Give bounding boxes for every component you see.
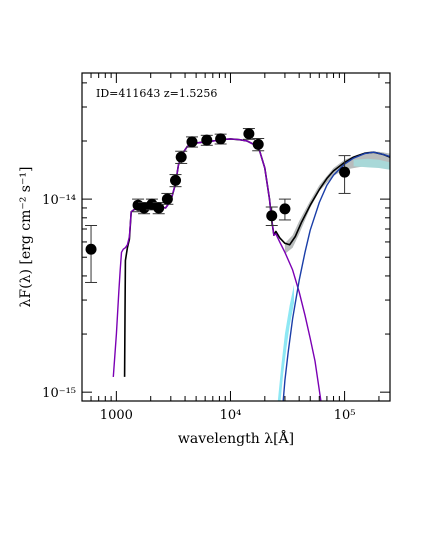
- data-point: [85, 243, 97, 255]
- data-point: [161, 193, 173, 205]
- data-point: [175, 151, 187, 163]
- model-curve-2: [112, 138, 322, 401]
- source-annotation: ID=411643 z=1.5256: [96, 87, 217, 100]
- y-axis-label: λF(λ) [erg cm⁻² s⁻¹]: [18, 167, 34, 308]
- data-point: [215, 133, 227, 145]
- photometry-point: [200, 134, 213, 146]
- data-point: [170, 174, 182, 186]
- photometry-point: [161, 192, 174, 205]
- photometry-point: [338, 155, 351, 194]
- model-curve-1: [123, 138, 390, 377]
- data-point: [339, 166, 351, 178]
- photometry-point: [169, 174, 182, 188]
- photometry-point: [242, 128, 255, 140]
- photometry-point: [185, 136, 198, 148]
- plot-frame: [81, 72, 391, 402]
- x-axis-label: wavelength λ[Å]: [178, 429, 294, 447]
- y-tick-label: 10⁻¹⁴: [42, 193, 76, 208]
- photometry-point: [152, 202, 165, 215]
- photometry-points: [85, 128, 351, 283]
- data-point: [279, 203, 291, 215]
- photometry-point: [175, 150, 188, 164]
- y-tick-label: 10⁻¹⁵: [42, 386, 76, 401]
- data-point: [252, 138, 264, 150]
- photometry-point: [265, 206, 278, 226]
- model-curve-3: [282, 151, 390, 401]
- x-tick-label: 10⁴: [220, 408, 242, 423]
- model-band-3: [353, 158, 390, 170]
- photometry-point: [214, 133, 227, 145]
- model-curves: [112, 138, 390, 401]
- model-band-1: [277, 284, 294, 401]
- data-point: [153, 202, 165, 214]
- data-point: [201, 134, 213, 146]
- data-point: [266, 210, 278, 222]
- photometry-point: [278, 198, 291, 221]
- x-tick-label: 10⁵: [334, 408, 356, 423]
- data-point: [243, 128, 255, 140]
- data-point: [186, 136, 198, 148]
- axis-ticks: 1000 10⁴ 10⁵ 10⁻¹⁵ 10⁻¹⁴: [42, 73, 390, 423]
- x-tick-label: 1000: [100, 408, 133, 423]
- photometry-point: [85, 224, 98, 283]
- photometry-point: [252, 138, 265, 152]
